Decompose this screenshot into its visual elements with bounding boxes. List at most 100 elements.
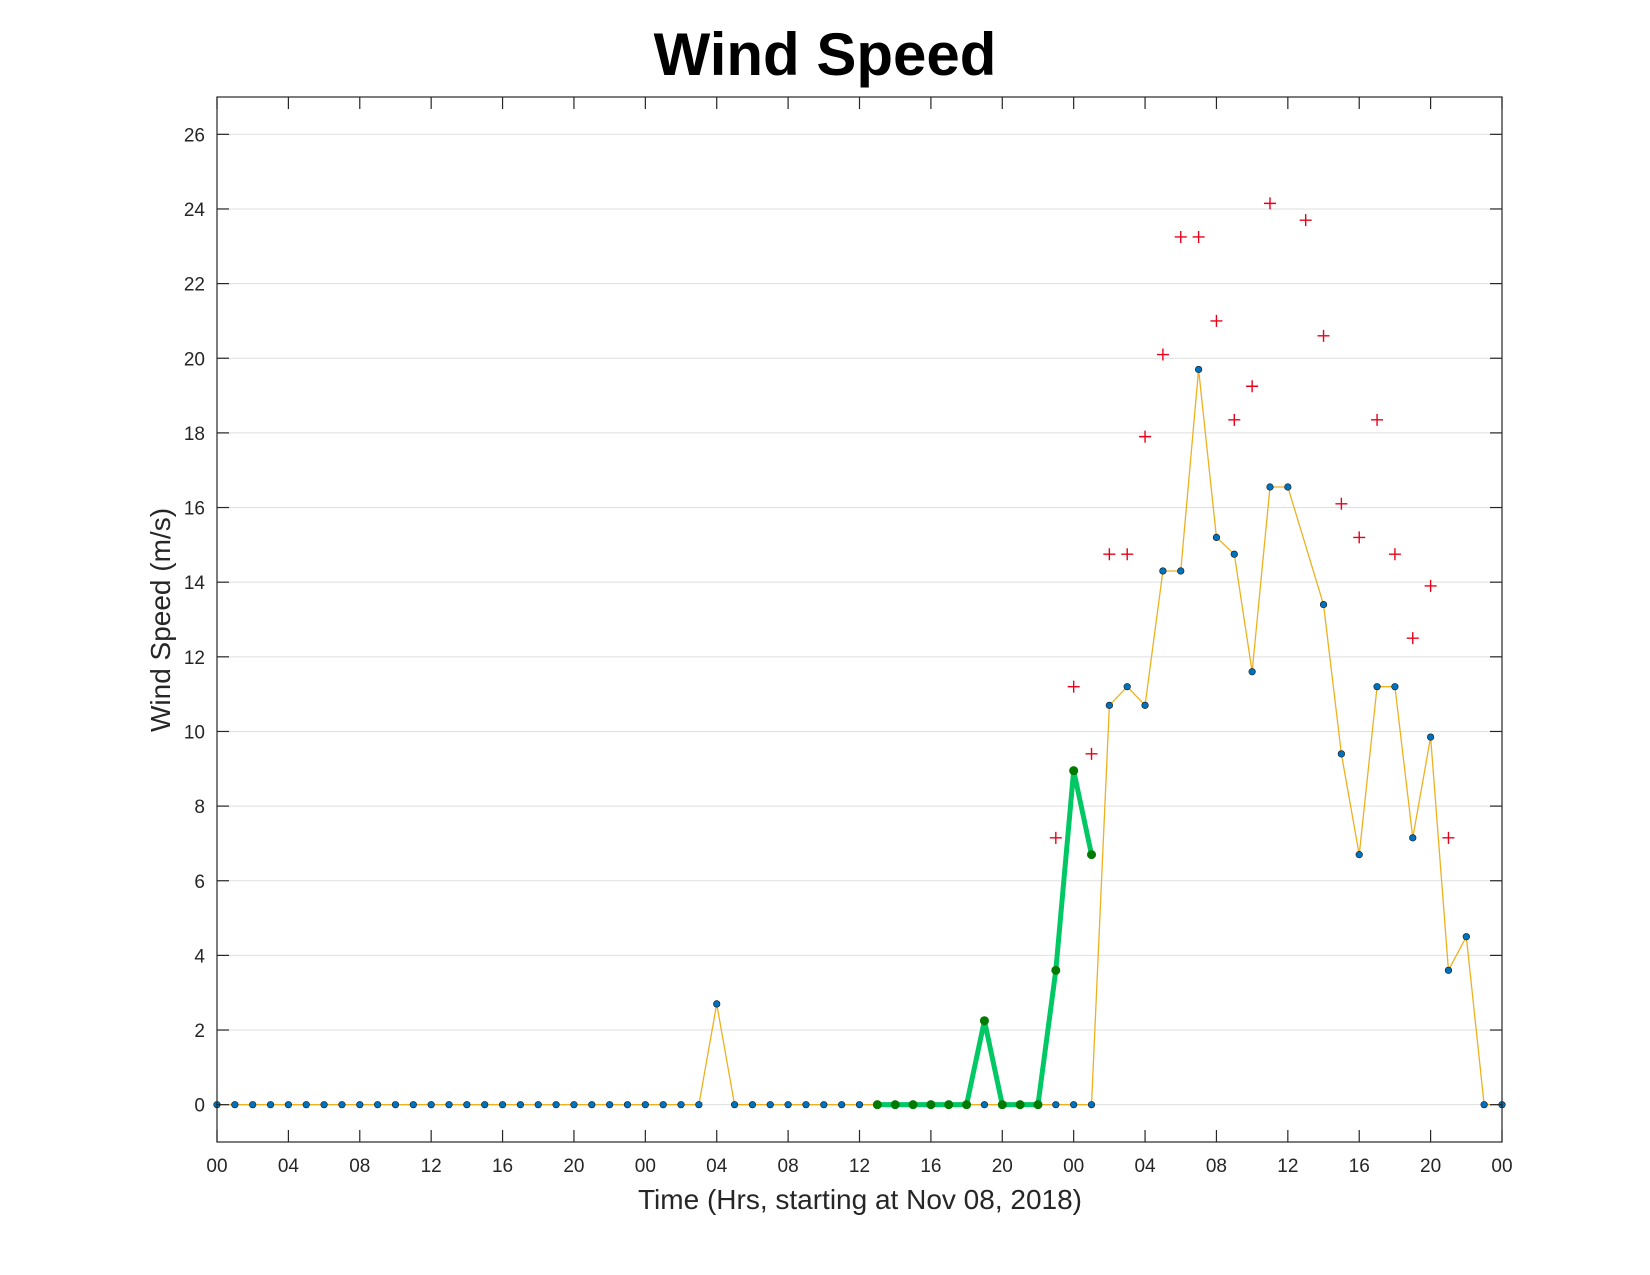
- data-point: [730, 1101, 739, 1109]
- data-point: [766, 1101, 774, 1109]
- highlight-point: [1033, 1100, 1043, 1110]
- data-point: [1248, 668, 1256, 676]
- data-point: [302, 1101, 310, 1109]
- x-tick-label: 08: [349, 1156, 370, 1177]
- y-tick-label: 22: [184, 275, 205, 296]
- x-tick-label: 04: [278, 1156, 300, 1177]
- x-tick-label: 16: [1349, 1156, 1370, 1177]
- gust-marker: [1228, 413, 1241, 426]
- gust-marker: [1317, 329, 1330, 342]
- data-point: [713, 1000, 721, 1008]
- y-tick-label: 18: [184, 424, 205, 445]
- x-tick-label: 00: [206, 1156, 227, 1177]
- y-tick-label: 26: [184, 125, 205, 146]
- gust-marker: [1388, 548, 1401, 561]
- data-point: [1319, 600, 1328, 609]
- x-tick-label: 16: [920, 1156, 941, 1177]
- data-point: [391, 1101, 400, 1109]
- gust-marker: [1210, 314, 1223, 327]
- data-point: [463, 1101, 471, 1109]
- data-point: [1284, 483, 1292, 491]
- data-point: [1266, 483, 1274, 491]
- data-point: [695, 1101, 703, 1109]
- y-tick-label: 2: [194, 1021, 205, 1042]
- highlight-point: [908, 1100, 918, 1110]
- data-point: [588, 1101, 596, 1109]
- data-point: [677, 1101, 685, 1109]
- series-line-markers: [213, 365, 1506, 1109]
- y-tick-label: 10: [184, 722, 205, 743]
- x-axis-label: Time (Hrs, starting at Nov 08, 2018): [638, 1184, 1082, 1215]
- x-tick-label: 00: [635, 1156, 656, 1177]
- data-point: [1177, 567, 1185, 575]
- highlight-point: [1087, 850, 1097, 860]
- data-point: [552, 1101, 560, 1109]
- data-point: [623, 1101, 632, 1109]
- gust-marker: [1192, 230, 1205, 243]
- data-point: [1409, 834, 1417, 842]
- data-point: [1141, 701, 1149, 709]
- plot-frame: [216, 96, 1503, 1143]
- data-point: [1123, 683, 1131, 691]
- gust-marker: [1424, 579, 1437, 592]
- data-point: [266, 1101, 275, 1109]
- gust-marker: [1156, 348, 1169, 361]
- data-point: [748, 1101, 757, 1109]
- wind-speed-line: [217, 368, 1502, 1106]
- data-point: [1105, 701, 1113, 709]
- y-tick-label: 14: [184, 573, 206, 594]
- y-tick-label: 12: [184, 648, 205, 669]
- data-point: [1070, 1101, 1078, 1109]
- data-point: [1052, 1101, 1060, 1109]
- series-plus: [1049, 197, 1455, 844]
- x-tick-label: 12: [421, 1156, 442, 1177]
- gust-marker: [1121, 548, 1134, 561]
- highlight-point: [1069, 766, 1079, 776]
- data-point: [1212, 533, 1221, 541]
- highlight-line: [877, 768, 1094, 1108]
- grid-lines: [217, 133, 1502, 1106]
- gust-marker: [1406, 632, 1419, 645]
- gust-marker: [1299, 214, 1312, 227]
- y-tick-label: 24: [184, 200, 206, 221]
- y-tick-label: 0: [194, 1096, 205, 1117]
- x-tick-label: 04: [706, 1156, 728, 1177]
- data-point: [516, 1101, 525, 1109]
- data-point: [338, 1101, 346, 1109]
- data-point: [481, 1101, 489, 1109]
- data-point: [231, 1101, 239, 1109]
- highlight-point: [979, 1016, 989, 1026]
- y-tick-label: 8: [194, 797, 205, 818]
- data-point: [641, 1101, 649, 1109]
- y-tick-label: 16: [184, 499, 205, 520]
- chart-title: Wind Speed: [654, 21, 997, 88]
- gust-marker: [1103, 548, 1116, 561]
- data-point: [1337, 750, 1345, 758]
- y-tick-label: 4: [194, 946, 205, 967]
- data-point: [1194, 365, 1203, 374]
- data-point: [838, 1101, 846, 1109]
- gust-marker: [1335, 497, 1348, 510]
- y-tick-label: 6: [194, 872, 205, 893]
- highlight-point: [926, 1100, 936, 1110]
- gust-marker: [1263, 197, 1276, 210]
- data-point: [1427, 733, 1435, 741]
- data-point: [1462, 933, 1470, 941]
- highlight-point: [872, 1100, 882, 1110]
- highlight-point: [890, 1100, 900, 1110]
- data-point: [249, 1101, 257, 1109]
- x-tick-label: 16: [492, 1156, 513, 1177]
- y-tick-label: 20: [184, 349, 205, 370]
- data-point: [855, 1101, 864, 1109]
- gust-marker: [1139, 430, 1152, 443]
- x-tick-label: 12: [1277, 1156, 1298, 1177]
- x-tick-label: 12: [849, 1156, 870, 1177]
- data-point: [1391, 683, 1399, 691]
- data-point: [445, 1101, 453, 1109]
- gust-marker: [1371, 413, 1384, 426]
- data-point: [1087, 1101, 1096, 1109]
- data-point: [356, 1101, 364, 1109]
- highlight-point: [997, 1100, 1007, 1110]
- gust-marker: [1442, 831, 1455, 844]
- gust-marker: [1246, 380, 1259, 393]
